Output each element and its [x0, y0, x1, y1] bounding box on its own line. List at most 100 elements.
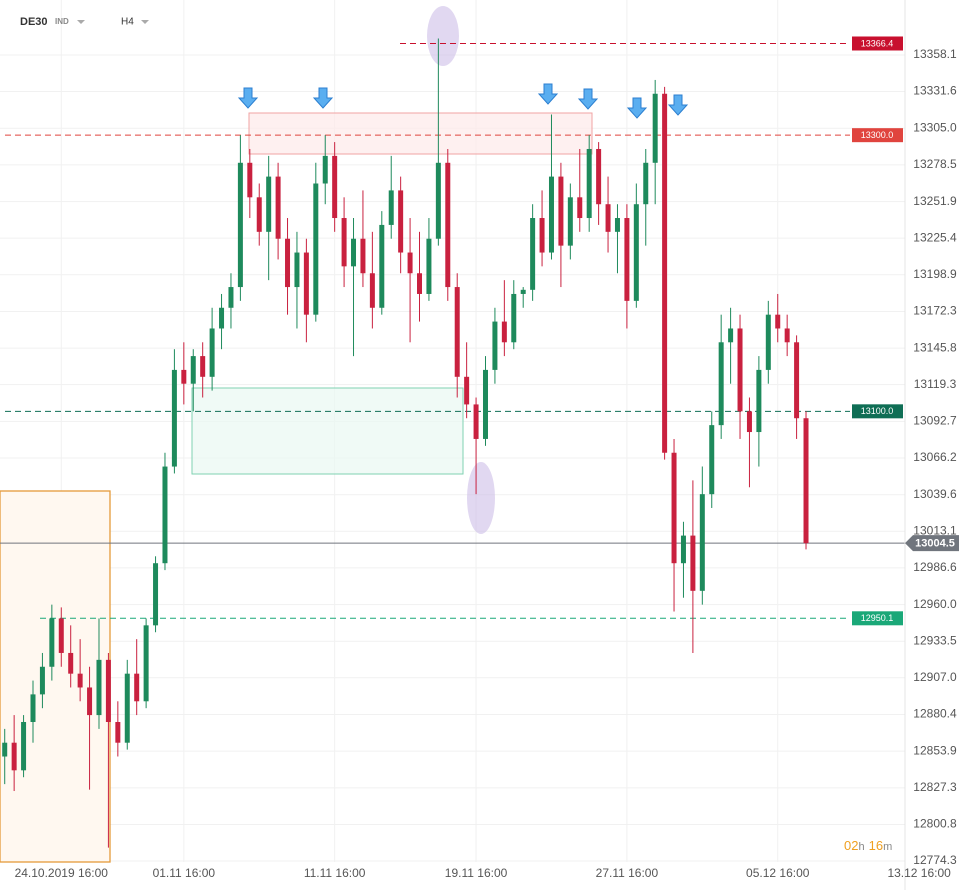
y-tick-label: 13198.9	[913, 267, 957, 281]
candle-body	[77, 673, 83, 688]
candle-body	[39, 666, 45, 695]
candle-body	[96, 659, 102, 716]
resistance-zone	[248, 112, 593, 155]
candle-body	[464, 376, 470, 405]
candle-body	[445, 162, 451, 288]
x-tick-label: 05.12 16:00	[746, 866, 810, 880]
candle-body	[530, 218, 536, 290]
candle-body	[680, 535, 686, 564]
down-arrow	[312, 87, 334, 109]
candle-body	[784, 328, 790, 343]
candle-body	[548, 176, 554, 253]
candle-body	[134, 673, 140, 702]
y-tick-label: 12933.5	[913, 633, 957, 647]
down-arrow	[626, 97, 648, 119]
candle-body	[662, 93, 668, 453]
level-tag	[852, 611, 903, 626]
candle-body	[379, 224, 385, 308]
x-tick-label: 01.11 16:00	[153, 866, 216, 880]
candle-body	[332, 155, 338, 219]
arrows	[237, 83, 689, 119]
candle-body	[105, 659, 111, 722]
dropdown[interactable]	[141, 20, 149, 24]
y-tick-label: 12774.3	[913, 853, 957, 867]
candle-body	[162, 466, 168, 564]
y-tick-label: 13358.1	[913, 47, 957, 61]
candle-body	[313, 183, 319, 315]
candle-body	[294, 252, 300, 288]
y-tick-label: 13145.8	[913, 340, 957, 354]
candle-body	[539, 218, 545, 253]
highlight-ellipse	[427, 6, 459, 66]
candle-body	[605, 204, 611, 232]
candle-body	[737, 328, 743, 412]
y-tick-label: 13172.3	[913, 304, 957, 318]
y-tick-label: 13013.1	[913, 523, 957, 537]
candle-body	[285, 238, 291, 288]
candle-body	[11, 742, 17, 771]
candle-body	[115, 721, 121, 743]
candle-body	[58, 618, 64, 653]
candle-body	[303, 252, 309, 315]
candle-body	[247, 162, 253, 198]
level-label: 12950.1	[861, 613, 894, 623]
levels	[0, 36, 905, 626]
dropdown[interactable]	[77, 20, 85, 24]
candle-body	[652, 93, 658, 163]
candles	[2, 38, 809, 848]
down-arrow	[667, 94, 689, 116]
candle-body	[190, 356, 196, 384]
x-tick-label: 13.12 16:00	[887, 866, 951, 880]
y-tick-label: 13225.4	[913, 230, 957, 244]
x-tick-label: 19.11 16:00	[445, 866, 508, 880]
candle-body	[407, 252, 413, 274]
candle-body	[690, 535, 696, 591]
candle-body	[143, 625, 149, 702]
range-box	[0, 490, 111, 863]
candle-body	[492, 321, 498, 370]
candle-body	[275, 176, 281, 239]
candle-body	[200, 356, 206, 377]
timeframe[interactable]: H4	[121, 17, 134, 28]
candle-body	[435, 162, 441, 239]
candle-body	[30, 694, 36, 722]
candle-body	[671, 452, 677, 564]
candle-body	[21, 721, 27, 771]
y-tick-label: 12800.8	[913, 817, 957, 831]
highlight-ellipse	[467, 462, 495, 534]
candle-body	[181, 369, 187, 384]
candle-body	[482, 369, 488, 439]
candle-body	[633, 204, 639, 301]
candle-body	[596, 148, 602, 205]
candle-body	[794, 342, 800, 419]
candle-body	[398, 190, 404, 253]
candle-body	[153, 563, 159, 626]
candle-body	[360, 238, 366, 274]
candle-body	[643, 162, 649, 205]
candle-body	[699, 494, 705, 591]
down-arrow	[577, 88, 599, 110]
x-tick-label: 27.11 16:00	[596, 866, 659, 880]
candle-body	[322, 155, 328, 184]
y-tick-label: 12907.0	[913, 670, 957, 684]
candle-body	[369, 273, 375, 308]
candle-body	[765, 314, 771, 370]
y-tick-label: 13119.3	[914, 377, 957, 391]
candle-body	[586, 148, 592, 219]
y-tick-label: 12986.6	[913, 560, 957, 574]
down-arrow	[537, 83, 559, 105]
candle-body	[511, 293, 517, 343]
y-tick-label: 12827.3	[913, 780, 957, 794]
candle-body	[728, 328, 734, 343]
candle-body	[2, 742, 8, 757]
level-label: 13300.0	[861, 130, 894, 140]
candle-body	[709, 425, 715, 495]
candle-body	[803, 418, 809, 544]
candle-body	[718, 342, 724, 426]
candle-body	[388, 190, 394, 225]
candle-body	[266, 176, 272, 232]
y-tick-label: 12960.0	[913, 597, 957, 611]
candle-body	[426, 238, 432, 294]
current-price-badge	[905, 535, 959, 552]
